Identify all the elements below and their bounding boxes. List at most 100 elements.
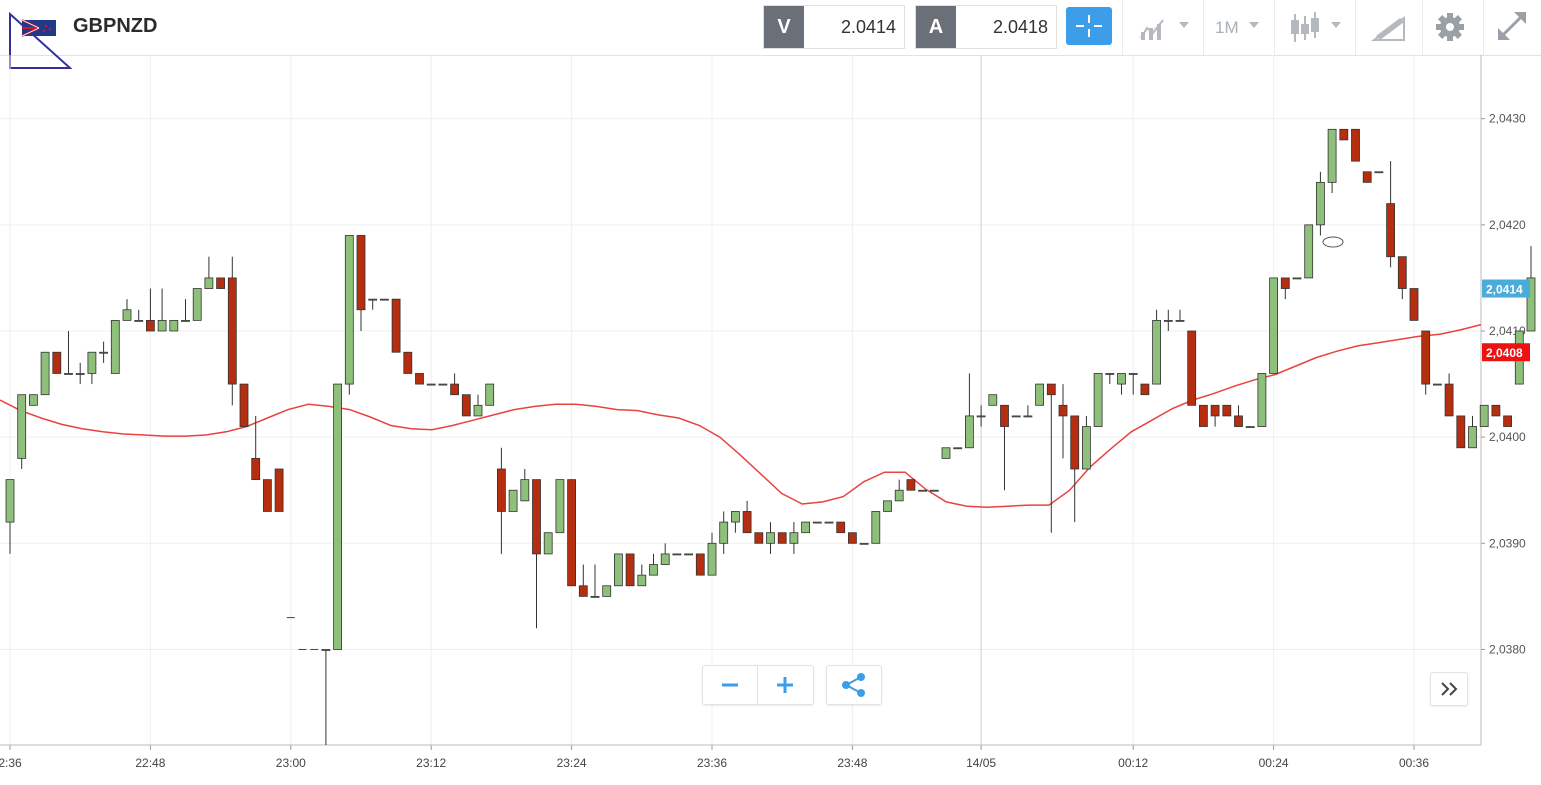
- candle-body: [1374, 171, 1384, 174]
- candles-layer: [5, 128, 1536, 745]
- x-tick-label: 23:00: [276, 756, 306, 770]
- candle-body: [1339, 128, 1349, 141]
- candle: [1362, 171, 1372, 183]
- candle: [1479, 404, 1489, 427]
- candle-body: [40, 351, 50, 396]
- candle-body: [1479, 404, 1489, 427]
- candle-body: [777, 532, 787, 544]
- candle-body: [1351, 128, 1360, 162]
- candle-body: [742, 511, 752, 534]
- candle: [707, 532, 717, 576]
- candle-body: [321, 649, 331, 651]
- sell-price-button[interactable]: V 2.0414: [763, 5, 905, 49]
- candle: [789, 522, 799, 554]
- candle: [1093, 373, 1103, 427]
- candle: [473, 394, 483, 417]
- candle-type-button[interactable]: [1274, 0, 1355, 55]
- candle: [637, 564, 647, 587]
- price-tag-label: 2,0408: [1486, 346, 1523, 360]
- candle-body: [859, 542, 869, 545]
- settings-button[interactable]: [1422, 0, 1483, 55]
- candle-body: [1304, 224, 1314, 279]
- candle-body: [333, 383, 343, 650]
- candle-body: [695, 553, 705, 576]
- candle-body: [204, 277, 214, 289]
- candle: [1222, 404, 1232, 417]
- fullscreen-button[interactable]: [1483, 0, 1541, 55]
- candle: [1468, 415, 1477, 449]
- timeframe-dropdown[interactable]: [1203, 0, 1274, 55]
- candle-body: [812, 521, 822, 524]
- candle-body: [5, 479, 15, 523]
- price-chart[interactable]: 2,03802,03902,04002,04102,04202,04302:36…: [0, 55, 1541, 785]
- candlestick-icon: [1291, 12, 1341, 42]
- crosshair-button[interactable]: [1066, 7, 1112, 45]
- candle-body: [824, 521, 834, 524]
- candle-body: [754, 532, 764, 544]
- zoom-out-icon: [722, 683, 738, 687]
- candle: [28, 394, 38, 406]
- buy-price-button[interactable]: A 2.0418: [915, 5, 1057, 49]
- x-tick-label: 23:36: [697, 756, 727, 770]
- zoom-in-button[interactable]: [758, 666, 813, 704]
- x-tick-label: 23:48: [837, 756, 867, 770]
- candle-body: [1409, 288, 1419, 321]
- candle: [157, 288, 167, 332]
- x-tick-label: 00:12: [1118, 756, 1148, 770]
- candle-body: [1117, 373, 1126, 385]
- candle: [5, 479, 15, 554]
- candle-body: [614, 553, 623, 587]
- candle-body: [274, 468, 284, 512]
- candle: [965, 373, 974, 449]
- candle-body: [1397, 256, 1407, 289]
- candle-body: [1093, 373, 1103, 427]
- candle-body: [1187, 330, 1197, 406]
- candle-body: [134, 319, 144, 322]
- scroll-forward-button[interactable]: [1430, 672, 1468, 706]
- cursor-marker: [1322, 236, 1344, 248]
- candle: [1000, 404, 1009, 491]
- candle-body: [1245, 426, 1255, 428]
- candle: [262, 479, 272, 512]
- candle: [719, 511, 729, 554]
- candle: [356, 235, 366, 331]
- candle: [1152, 309, 1161, 385]
- candle: [953, 447, 963, 450]
- candle-body: [578, 585, 588, 597]
- candle: [333, 383, 343, 650]
- share-button[interactable]: [826, 665, 882, 705]
- candle: [1117, 373, 1126, 395]
- candle-body: [766, 532, 775, 544]
- candle-body: [87, 351, 97, 374]
- chart-style-button[interactable]: [1122, 0, 1203, 55]
- candle-body: [1491, 404, 1501, 417]
- candle-body: [1046, 383, 1056, 396]
- candle-body: [1011, 415, 1021, 418]
- candle: [1257, 373, 1267, 427]
- candle: [192, 288, 202, 321]
- candle: [1456, 415, 1466, 449]
- chevron-down-icon: [1249, 22, 1259, 28]
- candle: [17, 394, 27, 469]
- candle-body: [976, 415, 986, 418]
- candle-body: [836, 521, 846, 534]
- candle: [181, 299, 190, 322]
- price-tag-label: 2,0414: [1486, 283, 1523, 297]
- candle-body: [883, 500, 892, 512]
- candle: [929, 489, 939, 492]
- candle-body: [953, 447, 963, 450]
- candle: [1444, 373, 1454, 417]
- candle: [1128, 373, 1138, 395]
- candle-body: [110, 319, 120, 374]
- candle-body: [344, 235, 354, 385]
- candle-body: [99, 351, 108, 354]
- buy-price: 2.0418: [992, 17, 1048, 37]
- zoom-out-button[interactable]: [703, 666, 758, 704]
- candle: [1234, 405, 1243, 427]
- candle: [1304, 224, 1314, 279]
- candle: [321, 649, 331, 745]
- candle-body: [941, 447, 951, 459]
- drawing-tools-button[interactable]: [1355, 0, 1422, 55]
- candle-body: [426, 383, 436, 386]
- candle-body: [192, 288, 202, 321]
